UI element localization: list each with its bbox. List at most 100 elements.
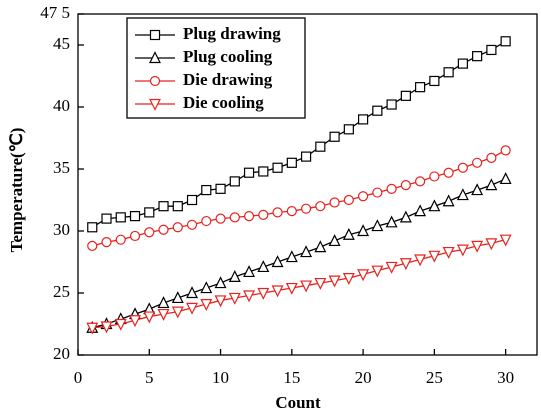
- marker: [171, 306, 184, 319]
- marker: [371, 219, 384, 232]
- marker: [143, 311, 156, 324]
- marker: [243, 167, 255, 178]
- marker: [314, 240, 327, 253]
- marker: [129, 315, 141, 328]
- marker: [229, 176, 240, 187]
- marker: [457, 58, 468, 69]
- x-tick-label: 30: [497, 368, 514, 387]
- marker: [329, 131, 340, 142]
- marker: [329, 197, 340, 208]
- y-tick-label: 20: [53, 344, 70, 363]
- marker: [228, 270, 241, 282]
- marker: [500, 36, 511, 47]
- marker: [385, 261, 398, 274]
- marker: [328, 234, 341, 247]
- marker: [149, 75, 161, 87]
- marker: [486, 44, 497, 56]
- plot-frame: [77, 13, 538, 356]
- marker: [86, 322, 99, 335]
- marker: [429, 75, 440, 87]
- marker: [243, 211, 255, 222]
- marker: [485, 238, 498, 251]
- y-tick-label: 30: [53, 220, 70, 239]
- marker: [215, 213, 226, 224]
- marker: [229, 212, 240, 223]
- marker: [300, 245, 313, 258]
- marker: [442, 194, 455, 207]
- marker: [101, 237, 112, 248]
- marker: [214, 276, 227, 289]
- marker: [114, 318, 127, 331]
- y-tick-label: 45: [53, 34, 70, 53]
- marker: [200, 281, 213, 294]
- marker: [472, 157, 483, 168]
- x-axis-label: Count: [275, 393, 321, 412]
- marker: [87, 240, 98, 251]
- marker: [471, 183, 484, 196]
- marker: [100, 321, 113, 334]
- legend-label: Plug drawing: [183, 24, 281, 43]
- marker: [472, 51, 483, 62]
- marker: [385, 215, 398, 228]
- marker: [186, 219, 198, 230]
- y-tick-label: 35: [53, 158, 70, 177]
- marker: [172, 201, 183, 212]
- marker: [442, 246, 455, 259]
- marker: [343, 194, 354, 206]
- marker: [371, 265, 384, 278]
- marker: [286, 206, 297, 217]
- marker: [258, 209, 269, 220]
- marker: [471, 240, 484, 253]
- marker: [257, 287, 270, 300]
- marker: [215, 183, 226, 194]
- marker: [271, 285, 284, 298]
- marker: [429, 171, 440, 182]
- marker: [499, 234, 512, 247]
- marker: [456, 244, 469, 257]
- marker: [186, 194, 198, 206]
- marker: [158, 201, 169, 212]
- marker: [400, 180, 411, 191]
- marker: [257, 260, 270, 273]
- marker: [101, 213, 112, 224]
- marker: [372, 105, 383, 116]
- legend-label: Die drawing: [183, 70, 273, 89]
- marker: [157, 296, 170, 309]
- marker: [457, 162, 468, 173]
- marker: [486, 152, 497, 163]
- marker: [243, 290, 256, 303]
- marker: [499, 172, 512, 185]
- marker: [286, 157, 297, 168]
- marker: [186, 286, 199, 299]
- marker: [186, 302, 199, 315]
- marker: [285, 282, 298, 295]
- marker: [272, 162, 283, 173]
- marker: [144, 207, 155, 218]
- marker: [414, 204, 427, 217]
- marker: [129, 211, 141, 222]
- marker: [115, 234, 126, 245]
- marker: [357, 224, 370, 237]
- marker: [443, 67, 454, 78]
- y-tick-label: 25: [53, 282, 70, 301]
- marker: [157, 308, 170, 321]
- marker: [314, 277, 327, 290]
- marker: [201, 184, 212, 196]
- marker: [243, 265, 256, 278]
- marker: [400, 90, 411, 101]
- marker: [357, 114, 369, 125]
- marker: [443, 167, 454, 178]
- marker: [149, 29, 161, 41]
- marker: [115, 212, 126, 223]
- marker: [372, 187, 383, 198]
- marker: [386, 183, 397, 194]
- marker: [300, 203, 312, 214]
- legend-label: Die cooling: [183, 93, 264, 112]
- x-tick-label: 0: [74, 368, 83, 387]
- marker: [456, 188, 469, 201]
- marker: [328, 275, 341, 288]
- marker: [485, 178, 498, 191]
- marker: [214, 295, 227, 308]
- x-tick-label: 25: [426, 368, 443, 387]
- marker: [357, 269, 370, 282]
